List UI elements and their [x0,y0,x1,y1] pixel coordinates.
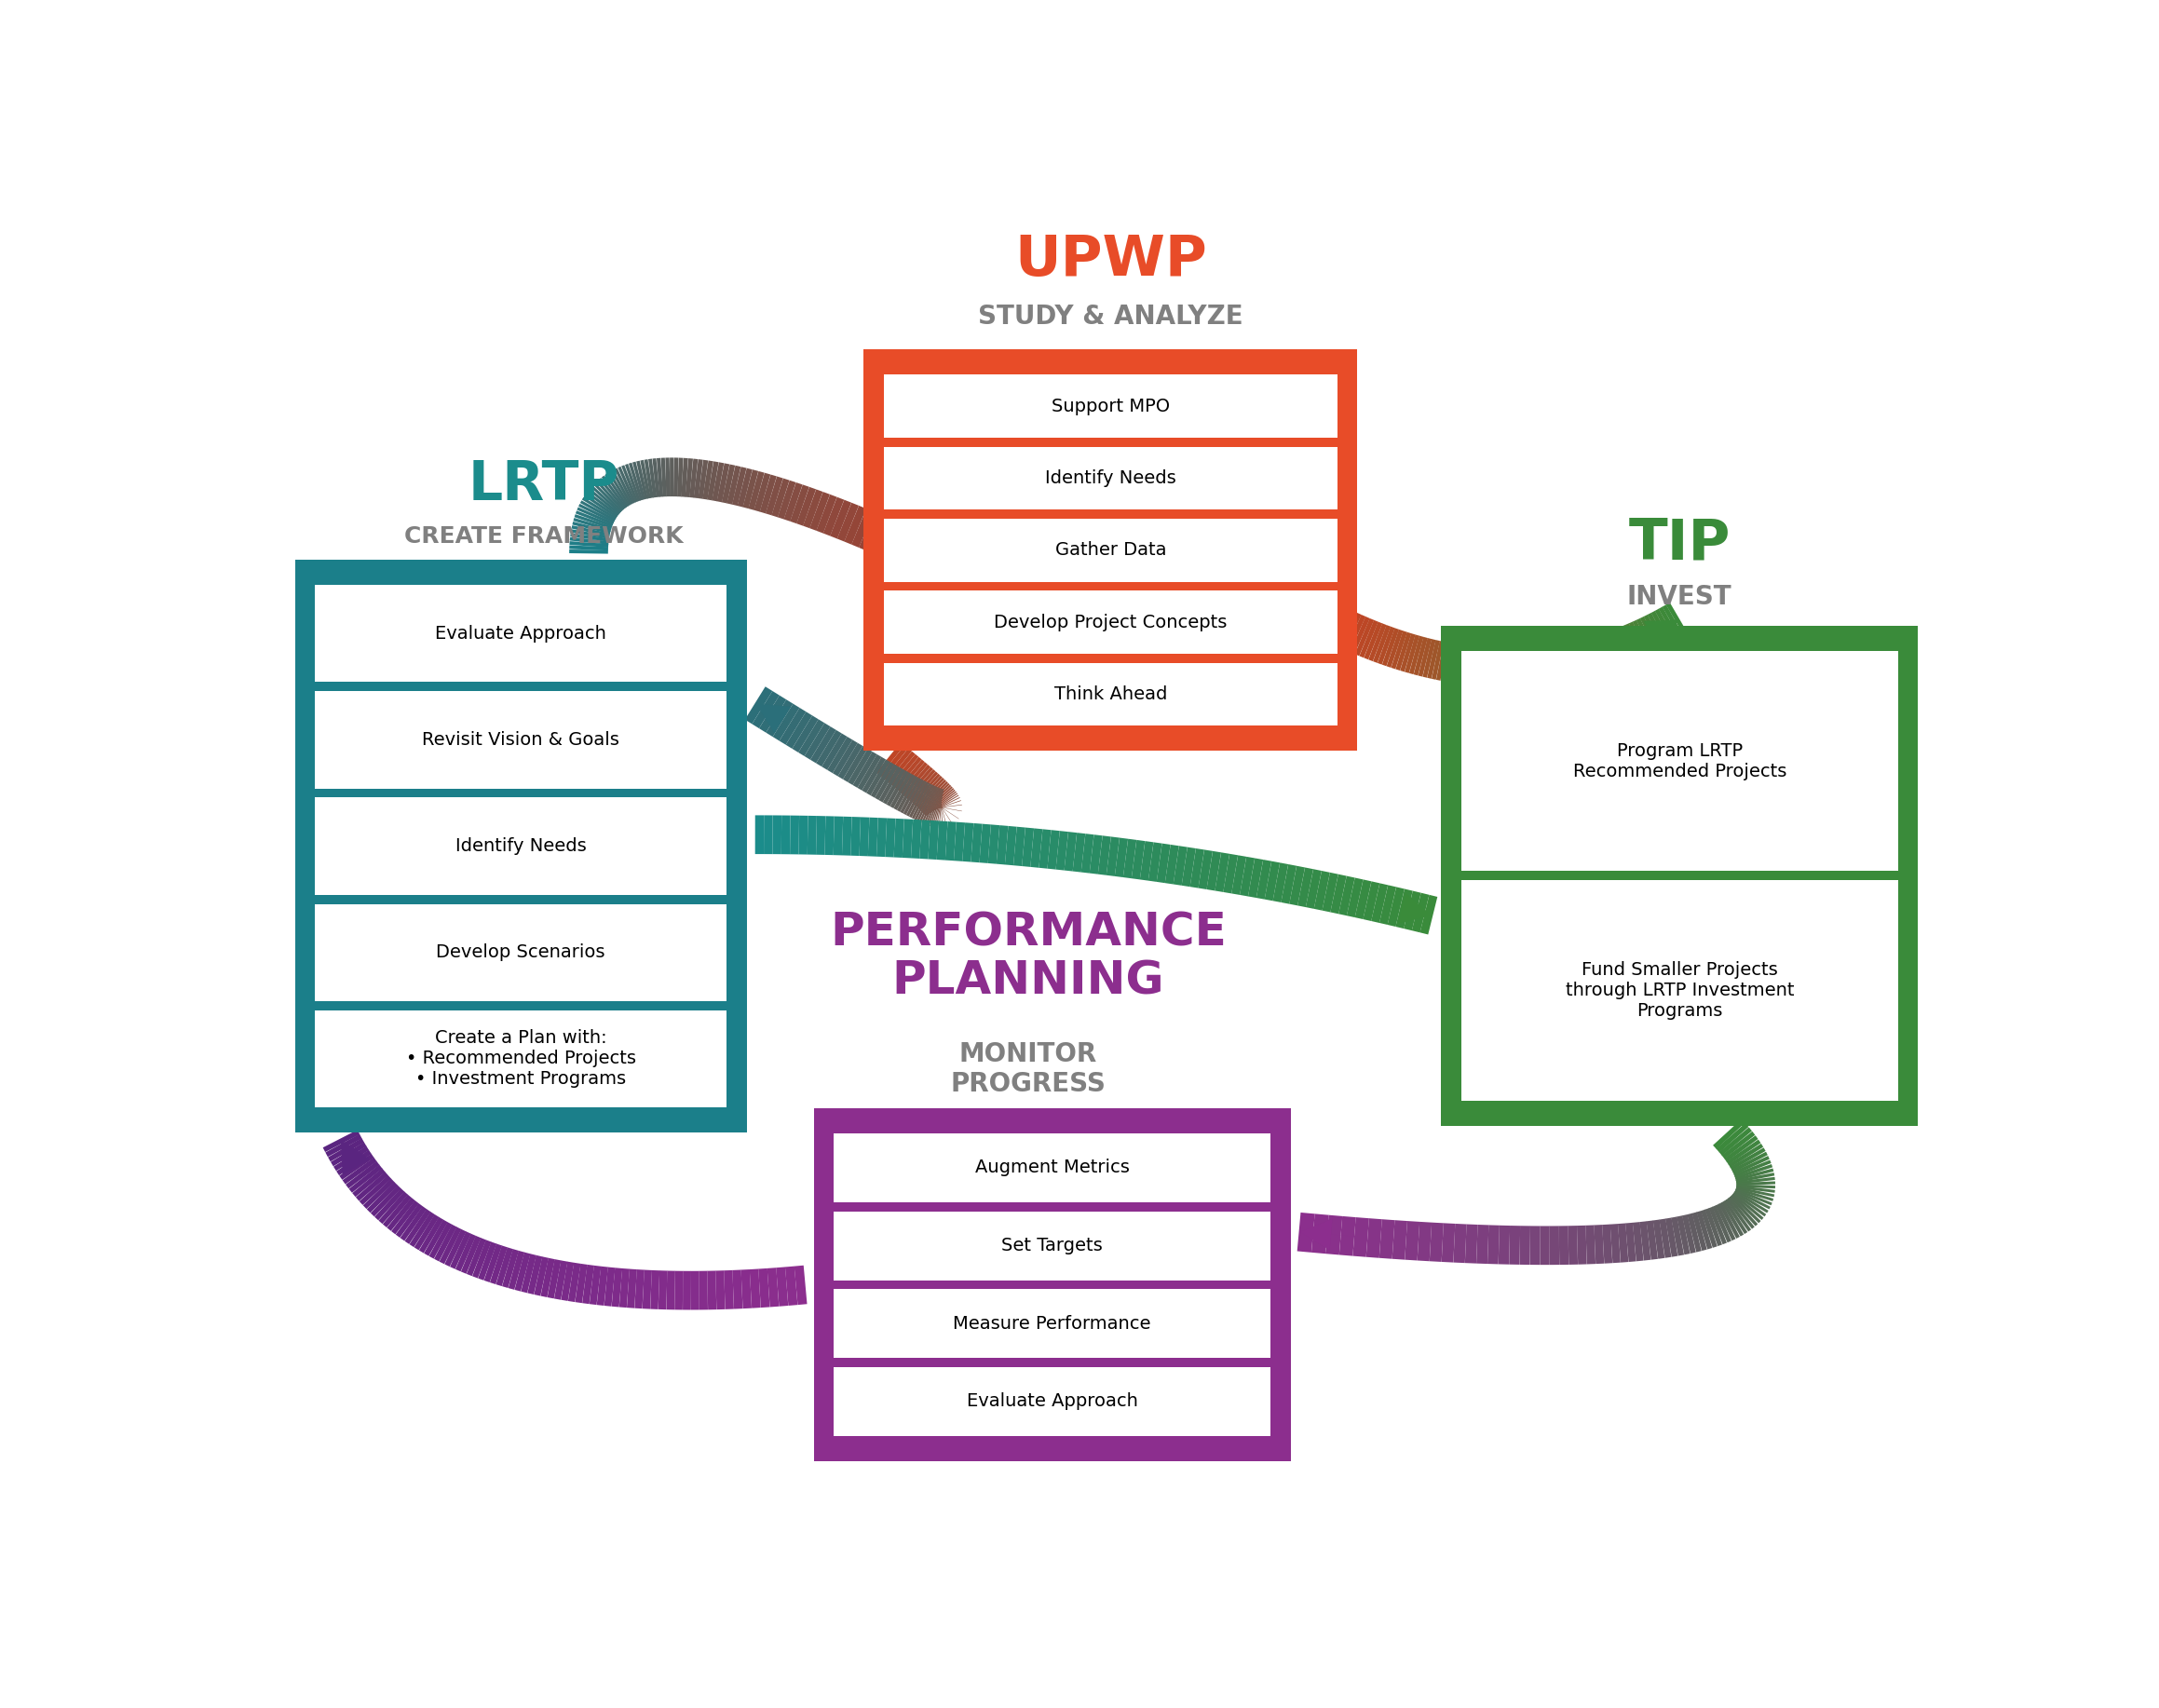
FancyBboxPatch shape [864,350,1358,752]
Text: Set Targets: Set Targets [1002,1237,1103,1255]
Text: Fund Smaller Projects
through LRTP Investment
Programs: Fund Smaller Projects through LRTP Inves… [1565,962,1794,1020]
Text: STUDY & ANALYZE: STUDY & ANALYZE [978,304,1244,330]
FancyBboxPatch shape [814,1108,1291,1460]
FancyBboxPatch shape [296,560,747,1132]
Text: Support MPO: Support MPO [1051,398,1170,415]
FancyBboxPatch shape [315,692,728,789]
Text: Evaluate Approach: Evaluate Approach [967,1392,1138,1411]
FancyBboxPatch shape [833,1290,1269,1358]
FancyBboxPatch shape [883,663,1336,726]
Text: Measure Performance: Measure Performance [952,1315,1151,1332]
Text: Develop Scenarios: Develop Scenarios [436,943,605,962]
FancyBboxPatch shape [883,447,1336,509]
Text: MONITOR
PROGRESS: MONITOR PROGRESS [950,1040,1105,1097]
Text: UPWP: UPWP [1015,232,1207,287]
Text: Revisit Vision & Goals: Revisit Vision & Goals [423,731,620,748]
FancyBboxPatch shape [833,1366,1269,1436]
Text: Identify Needs: Identify Needs [1045,470,1177,487]
FancyBboxPatch shape [883,591,1336,654]
Text: TIP: TIP [1628,518,1732,572]
Text: Augment Metrics: Augment Metrics [976,1160,1129,1177]
FancyBboxPatch shape [315,586,728,681]
FancyBboxPatch shape [1442,625,1917,1126]
Text: Evaluate Approach: Evaluate Approach [436,625,607,642]
FancyBboxPatch shape [315,1009,728,1107]
FancyBboxPatch shape [883,374,1336,437]
Text: Think Ahead: Think Ahead [1054,685,1168,704]
Text: LRTP: LRTP [469,458,620,512]
Text: Identify Needs: Identify Needs [456,837,587,856]
Text: Program LRTP
Recommended Projects: Program LRTP Recommended Projects [1572,741,1785,781]
Text: INVEST: INVEST [1628,584,1732,610]
FancyBboxPatch shape [883,519,1336,582]
FancyBboxPatch shape [833,1134,1269,1202]
Text: PERFORMANCE
PLANNING: PERFORMANCE PLANNING [829,910,1226,1004]
FancyBboxPatch shape [833,1211,1269,1279]
FancyBboxPatch shape [1462,880,1898,1100]
FancyBboxPatch shape [315,904,728,1001]
FancyBboxPatch shape [315,798,728,895]
FancyBboxPatch shape [1462,651,1898,871]
Text: Gather Data: Gather Data [1056,541,1166,559]
Text: Create a Plan with:
• Recommended Projects
• Investment Programs: Create a Plan with: • Recommended Projec… [406,1030,637,1088]
Text: CREATE FRAMEWORK: CREATE FRAMEWORK [404,524,682,548]
Text: Develop Project Concepts: Develop Project Concepts [993,613,1226,632]
